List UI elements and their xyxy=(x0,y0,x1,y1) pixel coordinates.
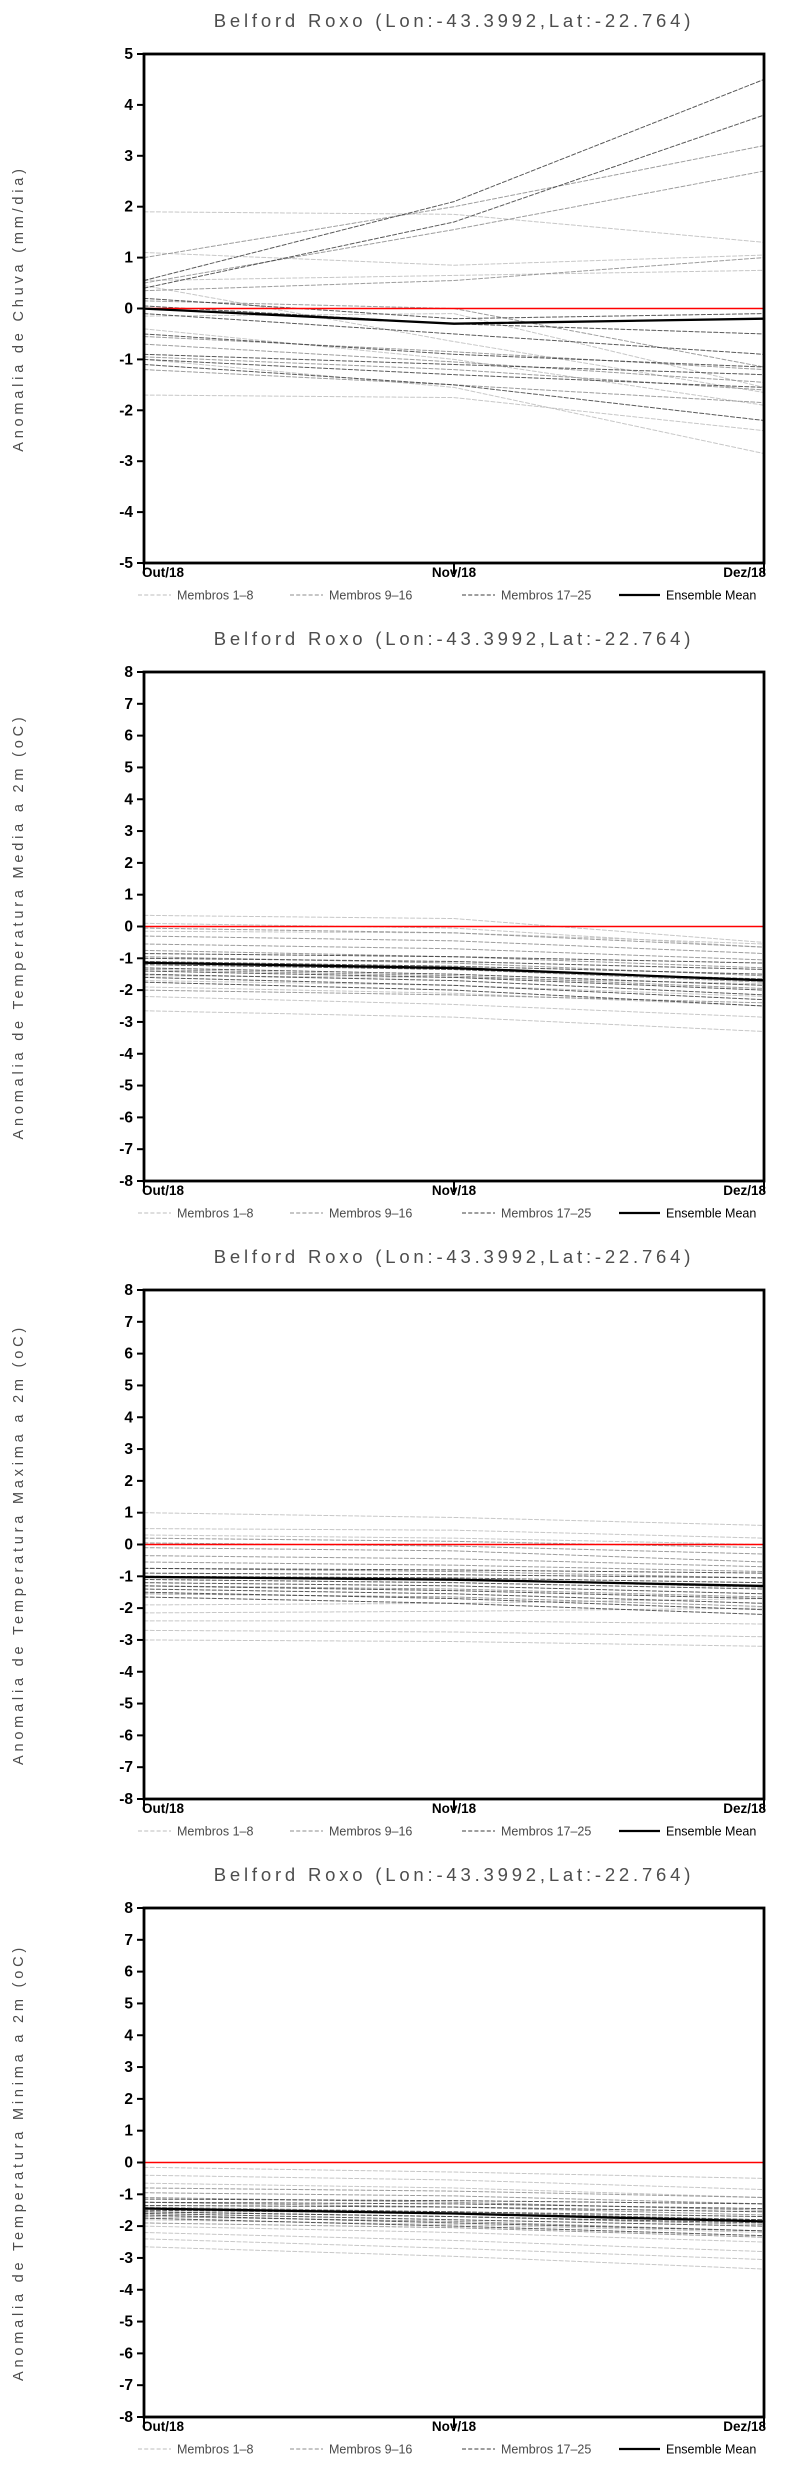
svg-text:7: 7 xyxy=(124,1314,133,1331)
svg-text:Membros 1–8: Membros 1–8 xyxy=(177,1206,253,1220)
svg-text:8: 8 xyxy=(124,664,133,681)
svg-text:0: 0 xyxy=(124,301,133,318)
svg-text:-2: -2 xyxy=(119,2218,133,2235)
svg-text:Belford Roxo (Lon:-43.3992,Lat: Belford Roxo (Lon:-43.3992,Lat:-22.764) xyxy=(214,1864,694,1885)
svg-text:7: 7 xyxy=(124,1932,133,1949)
svg-text:3: 3 xyxy=(124,2059,133,2076)
svg-text:2: 2 xyxy=(124,855,133,872)
svg-text:-5: -5 xyxy=(119,2314,133,2331)
svg-text:0: 0 xyxy=(124,919,133,936)
svg-text:-7: -7 xyxy=(119,2377,133,2394)
svg-text:-3: -3 xyxy=(119,1632,133,1649)
svg-text:Out/18: Out/18 xyxy=(142,1183,185,1198)
svg-text:2: 2 xyxy=(124,199,133,216)
svg-text:Membros 17–25: Membros 17–25 xyxy=(501,1206,591,1220)
svg-text:-5: -5 xyxy=(119,555,133,572)
svg-text:-8: -8 xyxy=(119,2409,133,2426)
svg-text:Nov/18: Nov/18 xyxy=(432,1801,477,1816)
svg-text:Membros 9–16: Membros 9–16 xyxy=(329,588,412,602)
svg-text:Nov/18: Nov/18 xyxy=(432,1183,477,1198)
svg-text:Anomalia de Temperatura Minima: Anomalia de Temperatura Minima a 2m (oC) xyxy=(11,1944,27,2381)
svg-text:Dez/18: Dez/18 xyxy=(723,1801,766,1816)
svg-text:8: 8 xyxy=(124,1282,133,1299)
svg-text:Membros 1–8: Membros 1–8 xyxy=(177,1824,253,1838)
svg-text:Out/18: Out/18 xyxy=(142,1801,185,1816)
svg-text:1: 1 xyxy=(124,887,133,904)
svg-text:Out/18: Out/18 xyxy=(142,2419,185,2434)
svg-text:8: 8 xyxy=(124,1900,133,1917)
svg-text:3: 3 xyxy=(124,1441,133,1458)
svg-text:Nov/18: Nov/18 xyxy=(432,2419,477,2434)
svg-text:0: 0 xyxy=(124,2155,133,2172)
svg-text:Dez/18: Dez/18 xyxy=(723,1183,766,1198)
svg-text:-4: -4 xyxy=(119,1046,133,1063)
svg-text:-6: -6 xyxy=(119,2345,133,2362)
svg-text:6: 6 xyxy=(124,1964,133,1981)
svg-text:Ensemble Mean: Ensemble Mean xyxy=(666,588,756,602)
svg-text:Membros 17–25: Membros 17–25 xyxy=(501,1824,591,1838)
svg-text:Belford Roxo (Lon:-43.3992,Lat: Belford Roxo (Lon:-43.3992,Lat:-22.764) xyxy=(214,10,694,31)
svg-text:Out/18: Out/18 xyxy=(142,565,185,580)
svg-text:7: 7 xyxy=(124,696,133,713)
svg-text:-6: -6 xyxy=(119,1109,133,1126)
svg-text:Ensemble Mean: Ensemble Mean xyxy=(666,1206,756,1220)
svg-text:-1: -1 xyxy=(119,351,133,368)
svg-text:Membros 1–8: Membros 1–8 xyxy=(177,588,253,602)
svg-text:Anomalia de Chuva (mm/dia): Anomalia de Chuva (mm/dia) xyxy=(11,165,27,452)
svg-text:Belford Roxo (Lon:-43.3992,Lat: Belford Roxo (Lon:-43.3992,Lat:-22.764) xyxy=(214,1246,694,1267)
svg-text:-8: -8 xyxy=(119,1791,133,1808)
svg-text:6: 6 xyxy=(124,728,133,745)
svg-text:Membros 9–16: Membros 9–16 xyxy=(329,2442,412,2456)
svg-text:-7: -7 xyxy=(119,1141,133,1158)
svg-text:4: 4 xyxy=(124,791,133,808)
svg-text:Ensemble Mean: Ensemble Mean xyxy=(666,1824,756,1838)
svg-text:-1: -1 xyxy=(119,950,133,967)
svg-text:Membros 17–25: Membros 17–25 xyxy=(501,2442,591,2456)
svg-text:-4: -4 xyxy=(119,2282,133,2299)
svg-text:-4: -4 xyxy=(119,504,133,521)
svg-text:Membros 17–25: Membros 17–25 xyxy=(501,588,591,602)
svg-text:-4: -4 xyxy=(119,1664,133,1681)
svg-text:-2: -2 xyxy=(119,982,133,999)
svg-text:Membros 9–16: Membros 9–16 xyxy=(329,1824,412,1838)
svg-text:-6: -6 xyxy=(119,1727,133,1744)
svg-text:-3: -3 xyxy=(119,2250,133,2267)
svg-text:-2: -2 xyxy=(119,402,133,419)
svg-text:5: 5 xyxy=(124,759,133,776)
svg-text:5: 5 xyxy=(124,1995,133,2012)
svg-text:0: 0 xyxy=(124,1537,133,1554)
svg-text:-1: -1 xyxy=(119,2186,133,2203)
svg-text:6: 6 xyxy=(124,1346,133,1363)
svg-text:Anomalia de Temperatura Maxima: Anomalia de Temperatura Maxima a 2m (oC) xyxy=(11,1324,27,1765)
svg-text:4: 4 xyxy=(124,1409,133,1426)
svg-text:-2: -2 xyxy=(119,1600,133,1617)
svg-text:-7: -7 xyxy=(119,1759,133,1776)
svg-text:Membros 1–8: Membros 1–8 xyxy=(177,2442,253,2456)
svg-text:Dez/18: Dez/18 xyxy=(723,565,766,580)
svg-text:-5: -5 xyxy=(119,1696,133,1713)
svg-text:3: 3 xyxy=(124,823,133,840)
svg-text:Belford Roxo (Lon:-43.3992,Lat: Belford Roxo (Lon:-43.3992,Lat:-22.764) xyxy=(214,628,694,649)
svg-text:4: 4 xyxy=(124,97,133,114)
svg-text:5: 5 xyxy=(124,1377,133,1394)
svg-text:1: 1 xyxy=(124,250,133,267)
svg-text:1: 1 xyxy=(124,2123,133,2140)
svg-text:2: 2 xyxy=(124,2091,133,2108)
svg-text:1: 1 xyxy=(124,1505,133,1522)
svg-text:Membros 9–16: Membros 9–16 xyxy=(329,1206,412,1220)
svg-text:Ensemble Mean: Ensemble Mean xyxy=(666,2442,756,2456)
svg-text:-8: -8 xyxy=(119,1173,133,1190)
svg-text:Nov/18: Nov/18 xyxy=(432,565,477,580)
svg-text:-3: -3 xyxy=(119,453,133,470)
svg-text:4: 4 xyxy=(124,2027,133,2044)
svg-text:3: 3 xyxy=(124,148,133,165)
svg-text:-3: -3 xyxy=(119,1014,133,1031)
svg-text:2: 2 xyxy=(124,1473,133,1490)
svg-text:5: 5 xyxy=(124,46,133,63)
svg-text:Anomalia de Temperatura Media: Anomalia de Temperatura Media a 2m (oC) xyxy=(11,714,27,1140)
svg-text:Dez/18: Dez/18 xyxy=(723,2419,766,2434)
svg-text:-1: -1 xyxy=(119,1568,133,1585)
svg-text:-5: -5 xyxy=(119,1078,133,1095)
